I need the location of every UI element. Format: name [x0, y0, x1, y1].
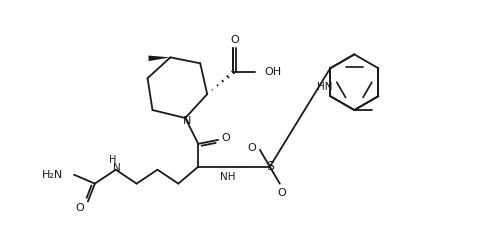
- Text: NH: NH: [220, 172, 236, 182]
- Text: H₂N: H₂N: [42, 170, 63, 180]
- Text: S: S: [266, 160, 274, 173]
- Polygon shape: [148, 56, 170, 61]
- Text: O: O: [76, 203, 84, 213]
- Text: O: O: [248, 143, 256, 153]
- Text: OH: OH: [265, 67, 282, 77]
- Text: O: O: [222, 133, 230, 143]
- Text: O: O: [231, 35, 239, 45]
- Text: O: O: [277, 188, 286, 198]
- Text: N: N: [113, 163, 120, 173]
- Text: N: N: [183, 116, 192, 126]
- Text: HN: HN: [317, 82, 333, 92]
- Text: H: H: [109, 155, 117, 165]
